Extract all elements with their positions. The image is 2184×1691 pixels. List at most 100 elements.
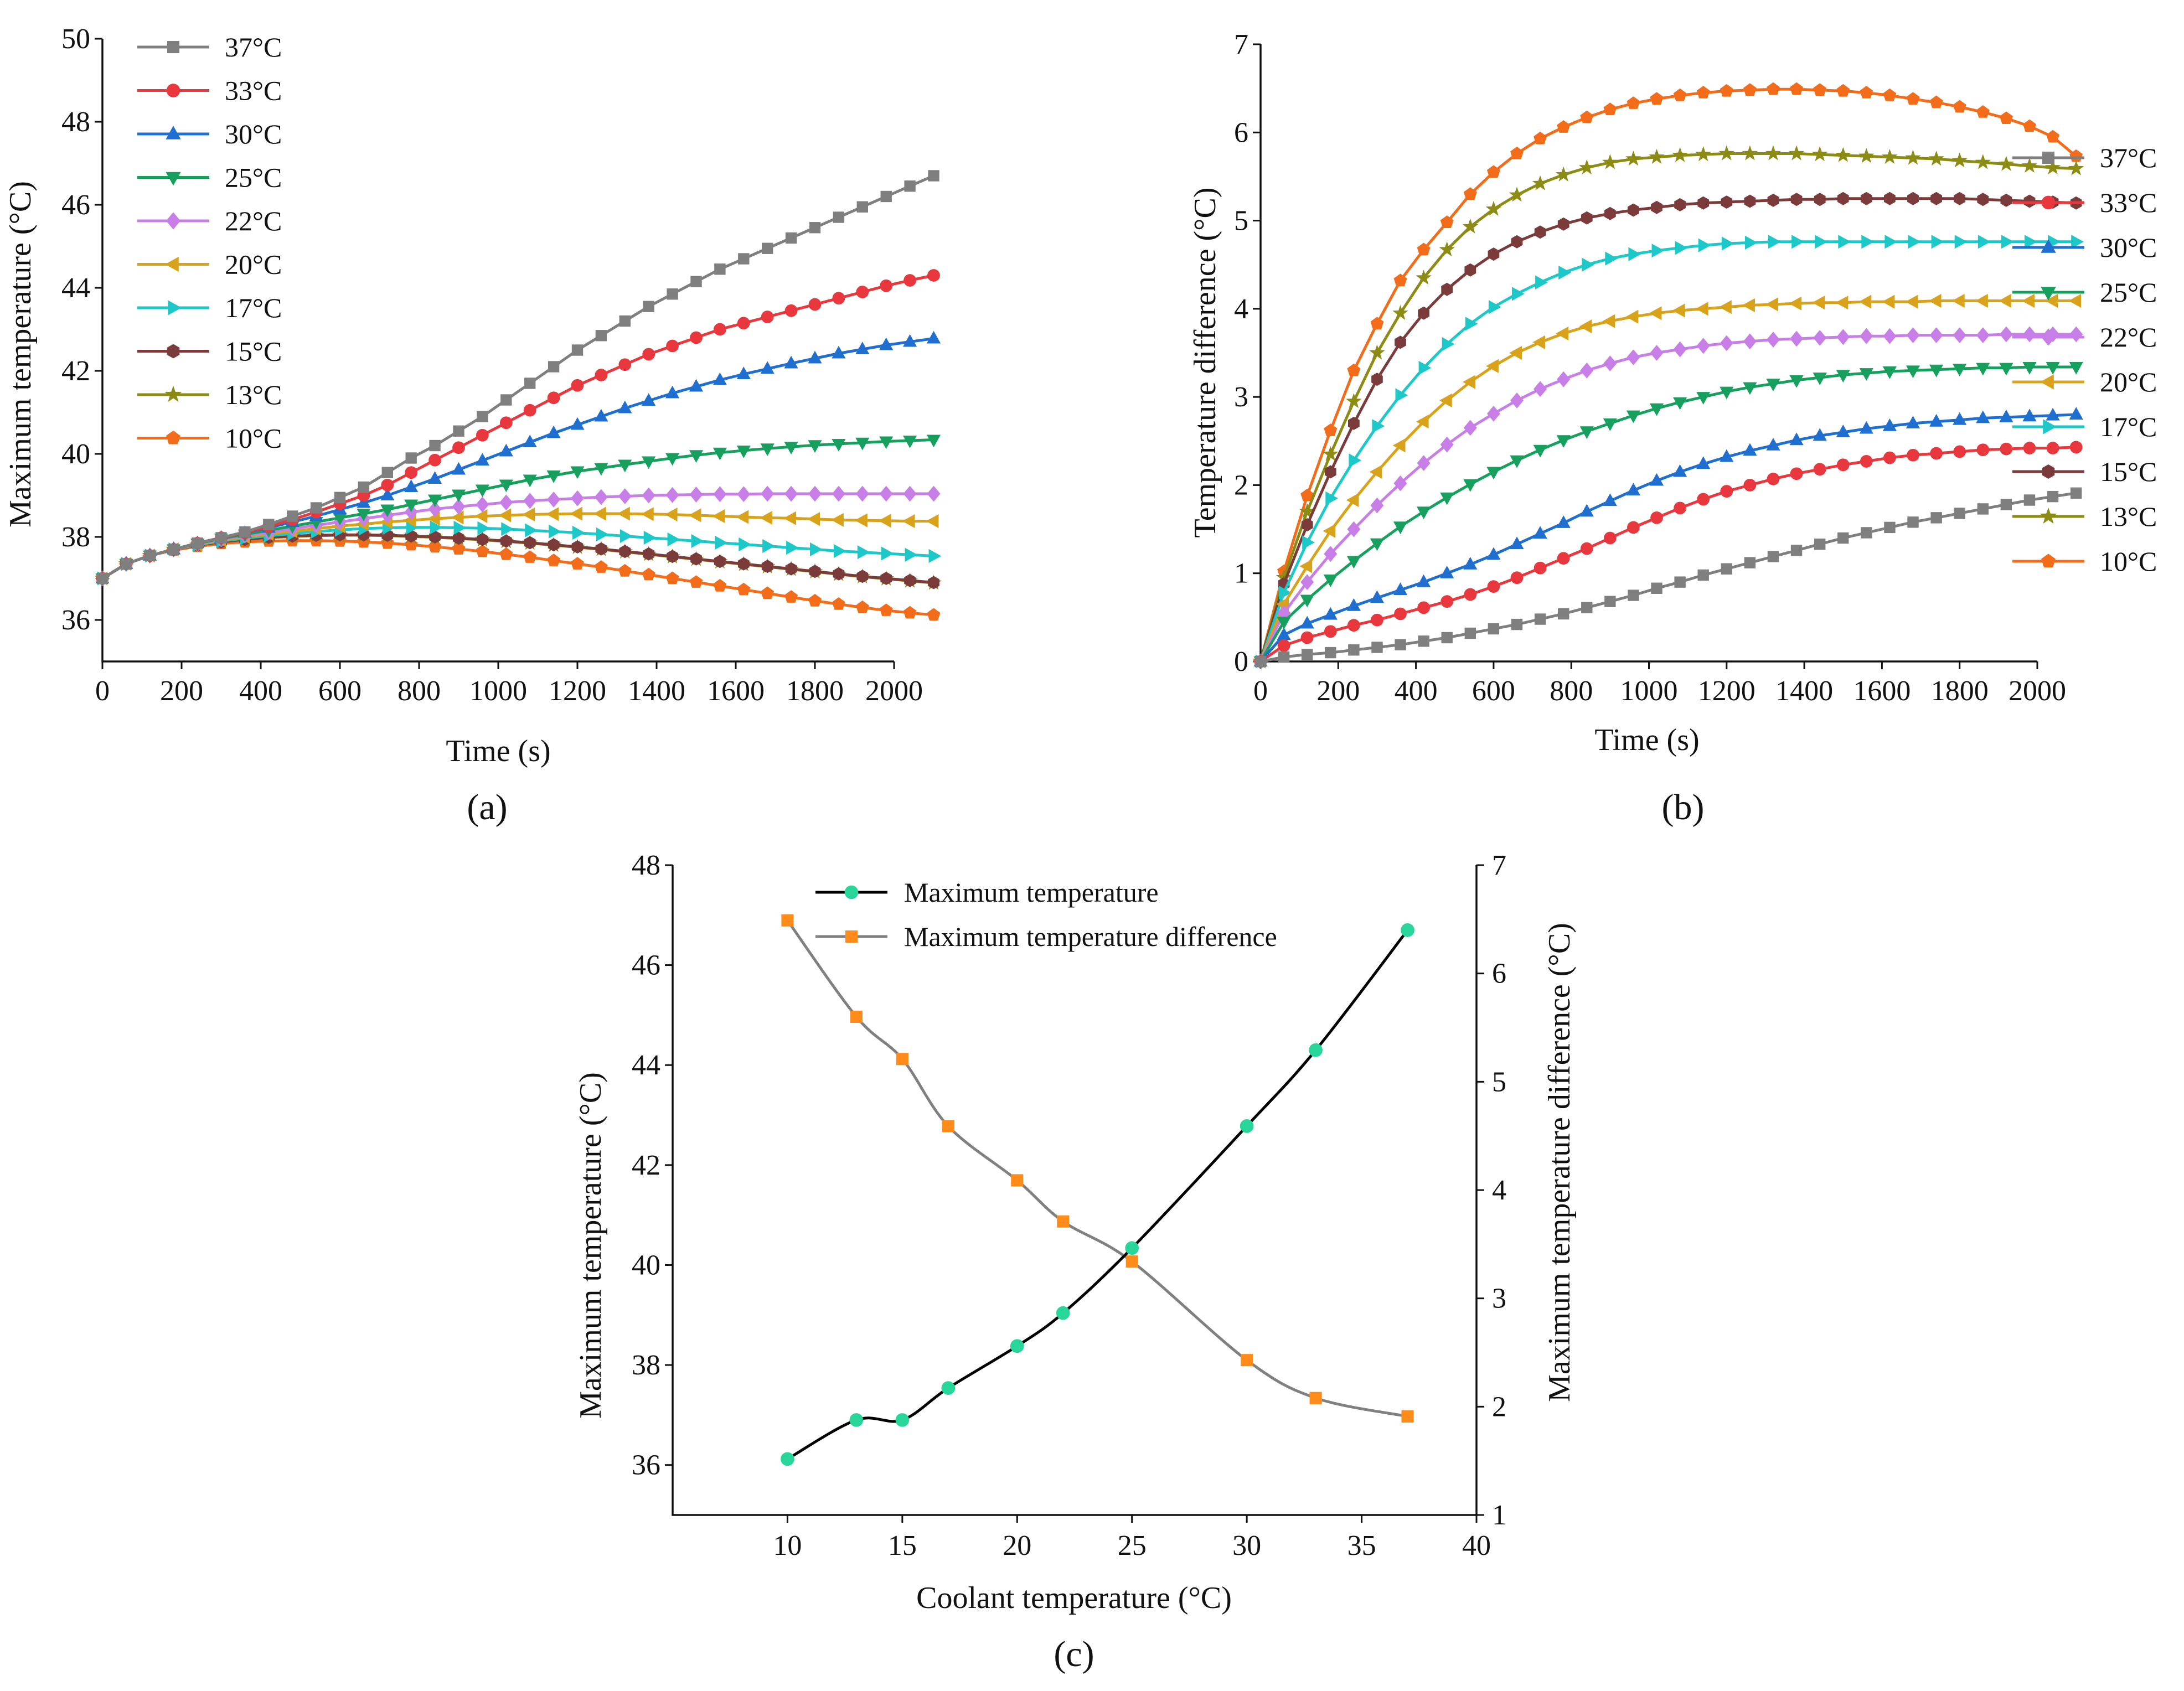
panel-b-data-point: [1604, 596, 1616, 607]
panel-a-data-point: [879, 485, 893, 502]
panel-b-data-point: [1673, 397, 1687, 410]
panel-c-series-maximum-temperature: [781, 923, 1414, 1466]
panel-c-data-point: [1401, 1410, 1414, 1423]
panel-a-data-point: [453, 520, 467, 535]
panel-b-data-point: [1393, 582, 1408, 595]
panel-b-data-point: [1718, 145, 1735, 161]
panel-b-data-point: [1789, 432, 1804, 446]
panel-b-data-point: [1650, 92, 1664, 105]
panel-a-data-point: [546, 470, 561, 483]
panel-b-data-point: [1908, 235, 1921, 249]
panel-b-data-point: [1743, 382, 1757, 395]
panel-c-data-point: [896, 1053, 908, 1066]
panel-b-data-point: [1346, 598, 1361, 611]
panel-b-data-point: [1392, 438, 1406, 453]
panel-b-data-point: [2046, 442, 2059, 454]
panel-c-series-line: [786, 919, 1408, 1418]
panel-b-data-point: [1627, 349, 1640, 365]
panel-b-data-point: [1835, 296, 1849, 310]
panel-a-legend-marker: [165, 256, 179, 272]
panel-b-data-point: [1369, 344, 1385, 360]
panel-b-data-point: [1323, 524, 1336, 538]
panel-b-data-point: [1673, 464, 1687, 477]
panel-b-data-point: [2068, 293, 2082, 308]
panel-a-data-point: [381, 478, 394, 492]
panel-b-data-point: [1651, 200, 1662, 214]
panel-b-data-point: [1651, 582, 1662, 594]
panel-b-legend-marker: [2042, 151, 2055, 164]
panel-b-data-point: [1464, 588, 1477, 601]
panel-b-data-point: [1929, 413, 1944, 427]
panel-b-data-point: [1814, 538, 1826, 550]
panel-a-data-point: [856, 286, 869, 298]
panel-b-data-point: [1510, 571, 1524, 585]
panel-b-data-point: [1557, 552, 1570, 565]
panel-b-data-point: [1532, 335, 1546, 349]
panel-b-data-point: [1907, 516, 1919, 528]
panel-b-data-point: [2046, 362, 2060, 375]
panel-a-y-tick-label: 46: [61, 189, 90, 221]
panel-a-data-point: [452, 542, 466, 555]
panel-b-series-15c: [1254, 192, 2082, 668]
panel-b-data-point: [1861, 235, 1875, 249]
panel-b-data-point: [1953, 364, 1967, 376]
panel-b-data-point: [1790, 330, 1804, 347]
panel-b-data-point: [1954, 235, 1968, 249]
panel-a-legend: 37°C 33°C 30°C 25°C 22°C 20°C 17°C 15°C 13°C 10°C: [137, 32, 282, 454]
panel-b-data-point: [2023, 494, 2036, 506]
panel-a-data-point: [642, 456, 656, 469]
panel-b-data-point: [1951, 293, 1965, 308]
panel-a-y-axis-title: Maximum temperature (°C): [3, 181, 38, 528]
panel-b-data-point: [1393, 273, 1407, 287]
panel-a-data-point: [833, 544, 846, 559]
panel-c-data-point: [1309, 1392, 1322, 1404]
panel-b-data-point: [1323, 607, 1338, 620]
panel-b-data-point: [1603, 531, 1617, 545]
panel-b-data-point: [1462, 218, 1479, 234]
panel-a-data-point: [783, 511, 797, 525]
panel-b-data-point: [1954, 508, 1965, 519]
panel-b-data-point: [1579, 159, 1595, 175]
panel-a-data-point: [476, 497, 489, 513]
panel-a-data-point: [618, 400, 632, 413]
chart-panel-b: Time (s) Temperature difference (°C) (b)…: [1188, 29, 2157, 828]
panel-b-data-point: [1928, 293, 1942, 308]
panel-a-data-point: [571, 490, 584, 506]
panel-b-data-point: [1976, 105, 1990, 118]
panel-a-data-point: [927, 608, 941, 621]
panel-a-data-point: [546, 425, 561, 438]
panel-a-x-tick-label: 400: [239, 675, 282, 707]
panel-a-y-tick-label: 48: [61, 106, 90, 138]
panel-a-data-point: [451, 510, 464, 525]
panel-b-data-point: [1464, 263, 1476, 277]
panel-b-data-point: [1511, 618, 1523, 630]
panel-b-x-tick-label: 600: [1472, 675, 1515, 707]
panel-a-data-point: [832, 345, 846, 359]
panel-b-data-point: [1325, 491, 1339, 505]
panel-a-data-point: [667, 288, 678, 300]
panel-a-data-point: [524, 377, 536, 389]
panel-b-data-point: [1696, 456, 1711, 469]
panel-a-data-point: [880, 572, 892, 585]
panel-b-series-37c: [1254, 487, 2082, 668]
panel-b-data-point: [1579, 319, 1592, 334]
panel-b-y-tick-label: 0: [1234, 646, 1248, 678]
panel-b-data-point: [1393, 475, 1407, 492]
panel-b-data-point: [1767, 551, 1779, 562]
panel-b-data-point: [1580, 110, 1594, 123]
panel-a-data-point: [475, 453, 489, 466]
panel-b-x-tick-label: 0: [1253, 675, 1268, 707]
panel-b-data-point: [2069, 441, 2083, 454]
panel-a-data-point: [547, 492, 561, 508]
panel-b-data-point: [1300, 631, 1314, 644]
panel-c-data-point: [895, 1413, 910, 1427]
panel-a-legend-label: 20°C: [225, 249, 282, 280]
panel-b-legend-marker: [2041, 239, 2056, 253]
panel-a-data-point: [690, 276, 702, 287]
panel-a-series-37c: [96, 170, 939, 585]
panel-a-data-point: [427, 511, 440, 526]
panel-a-data-point: [739, 537, 752, 552]
panel-b-legend-marker: [2042, 464, 2055, 479]
panel-b-data-point: [1836, 370, 1850, 383]
